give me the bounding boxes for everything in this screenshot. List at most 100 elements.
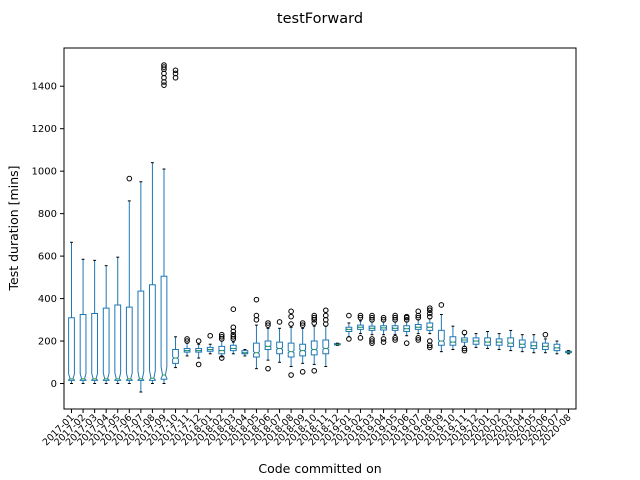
y-tick-label: 1000 — [32, 167, 57, 178]
x-axis: 2017-012017-022017-032017-042017-052017-… — [41, 409, 574, 448]
flier-point — [195, 338, 202, 344]
flier-point — [218, 331, 225, 338]
box-2018-04 — [241, 349, 249, 357]
box-body — [253, 342, 260, 358]
box-2018-08 — [287, 308, 295, 378]
y-axis: 0 200 400 600 800 1000 1200 1400 — [32, 82, 64, 390]
box-2017-06 — [125, 175, 133, 385]
box-body — [403, 325, 411, 332]
box-body — [380, 325, 387, 331]
box-2019-02 — [357, 312, 364, 341]
flier-point — [288, 321, 294, 327]
box-2017-11 — [183, 336, 191, 357]
box-body — [299, 343, 307, 357]
box-body — [172, 349, 179, 364]
box-body — [472, 337, 480, 345]
flier-point — [265, 322, 271, 328]
box-body — [264, 340, 272, 351]
flier-point — [311, 320, 318, 326]
flier-point — [403, 340, 410, 346]
flier-point — [426, 307, 433, 314]
box-body — [391, 325, 399, 331]
box-2017-05 — [114, 256, 122, 385]
box-2018-09 — [299, 320, 307, 375]
box-2018-07 — [276, 319, 283, 363]
box-body — [357, 324, 364, 330]
box-body — [102, 307, 110, 381]
flier-point — [461, 345, 468, 352]
y-tick-label: 1200 — [32, 124, 57, 135]
box-body — [183, 347, 191, 353]
flier-point — [461, 347, 468, 354]
box-2019-03 — [368, 312, 376, 346]
flier-point — [253, 312, 260, 319]
box-body — [125, 306, 133, 381]
flier-point — [461, 329, 468, 336]
y-tick-label: 800 — [38, 209, 57, 220]
box-body — [241, 350, 249, 355]
box-2018-10 — [310, 312, 318, 374]
box-2018-11 — [322, 307, 330, 368]
axes-frame — [63, 47, 577, 410]
flier-point — [426, 344, 433, 351]
flier-point — [207, 332, 214, 339]
box-2020-02 — [495, 333, 503, 351]
box-body — [461, 337, 468, 343]
flier-point — [415, 337, 422, 343]
box-2017-01 — [68, 241, 75, 385]
box-2017-08 — [149, 162, 156, 385]
box-2019-10 — [449, 325, 457, 351]
flier-point — [230, 324, 237, 331]
box-2020-01 — [484, 330, 491, 349]
box-body — [518, 339, 526, 348]
box-2018-03 — [229, 306, 237, 355]
flier-point — [369, 336, 375, 342]
y-axis-label: Test duration [mins] — [6, 166, 21, 292]
flier-point — [184, 338, 190, 344]
flier-point — [438, 302, 445, 308]
chart-title: testForward — [277, 11, 363, 27]
flier-point — [392, 314, 398, 321]
box-body — [79, 314, 87, 381]
box-2017-03 — [91, 259, 99, 385]
box-body — [160, 275, 168, 380]
flier-point — [172, 67, 179, 74]
box-body — [553, 343, 561, 352]
flier-point — [230, 331, 237, 338]
flier-point — [392, 312, 398, 319]
flier-point — [276, 319, 283, 325]
box-2019-11 — [461, 329, 468, 354]
box-2019-07 — [414, 308, 422, 343]
flier-point — [426, 313, 433, 320]
flier-point — [322, 312, 329, 319]
box-2017-12 — [195, 338, 203, 368]
box-body — [206, 346, 214, 352]
y-tick-label: 600 — [38, 252, 57, 263]
box-2019-08 — [426, 305, 434, 351]
box-2020-04 — [518, 334, 526, 353]
flier-point — [265, 365, 271, 372]
flier-point — [380, 339, 387, 345]
box-2017-04 — [102, 265, 110, 385]
box-2018-02 — [218, 331, 226, 361]
box-body — [91, 312, 99, 381]
box-2017-02 — [79, 258, 87, 385]
box-2020-06 — [541, 331, 549, 354]
box-body — [414, 323, 422, 330]
box-body — [218, 345, 226, 355]
box-body — [68, 317, 75, 381]
flier-point — [265, 320, 271, 326]
box-2019-09 — [437, 302, 445, 353]
flier-point — [299, 322, 306, 328]
flier-point — [380, 336, 387, 342]
box-2019-06 — [403, 313, 411, 346]
box-2017-10 — [172, 67, 179, 369]
box-2018-06 — [264, 320, 272, 372]
box-2019-01 — [345, 312, 353, 342]
box-body — [530, 341, 538, 349]
box-2017-07 — [137, 181, 145, 393]
flier-point — [161, 64, 167, 70]
y-tick-label: 200 — [38, 337, 57, 348]
flier-point — [369, 314, 375, 321]
